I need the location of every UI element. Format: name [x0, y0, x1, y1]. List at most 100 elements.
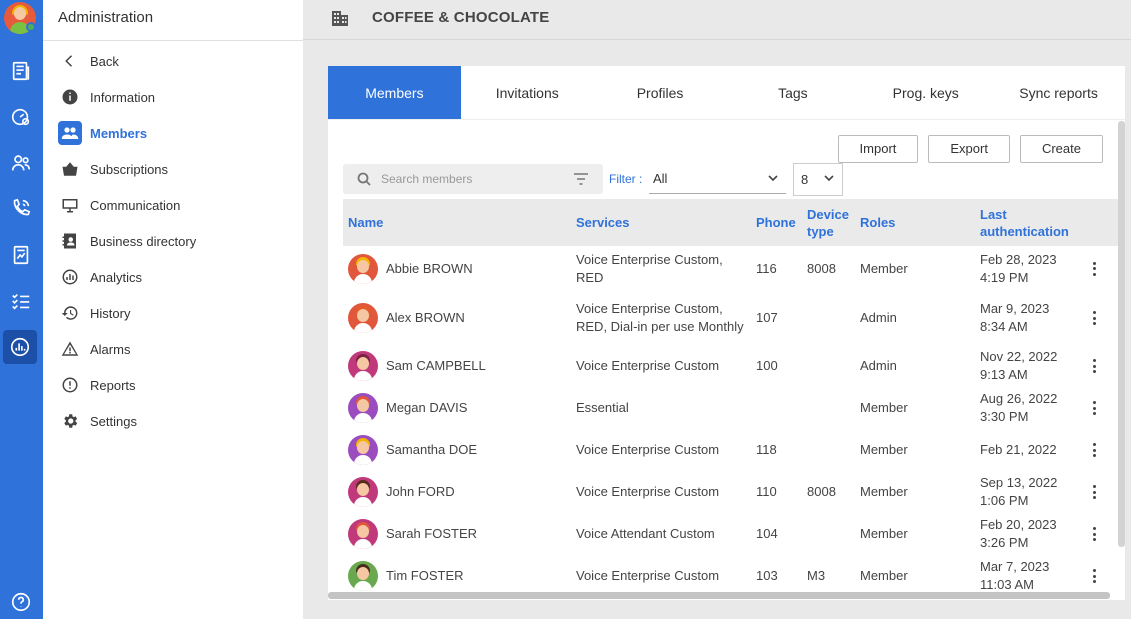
more-options-icon[interactable] — [1092, 527, 1096, 541]
tab-prog-keys[interactable]: Prog. keys — [892, 85, 959, 101]
auth-date: Feb 20, 2023 — [980, 517, 1057, 532]
sidebar-item-label: Business directory — [90, 233, 197, 249]
more-options-icon[interactable] — [1092, 569, 1096, 583]
col-name[interactable]: Name — [348, 215, 384, 230]
checklist-icon[interactable] — [6, 286, 36, 316]
member-avatar — [348, 519, 378, 549]
create-button[interactable]: Create — [1019, 135, 1103, 163]
more-options-icon[interactable] — [1092, 311, 1096, 325]
table-row[interactable]: Samantha DOE Voice Enterprise Custom 118… — [343, 429, 1125, 471]
member-avatar — [348, 561, 378, 591]
page-size-value: 8 — [801, 172, 809, 187]
auth-date: Nov 22, 2022 — [980, 349, 1058, 364]
users-icon[interactable] — [6, 148, 36, 178]
member-phone: 116 — [756, 260, 777, 276]
members-table: Name Services Phone Device type Roles La… — [343, 199, 1125, 597]
member-role: Member — [860, 526, 908, 541]
history-icon — [59, 302, 81, 324]
search-icon — [357, 172, 371, 186]
sidebar-item-communication[interactable]: Communication — [43, 187, 303, 223]
sidebar-item-analytics[interactable]: Analytics — [43, 259, 303, 295]
table-row[interactable]: Sam CAMPBELL Voice Enterprise Custom 100… — [343, 345, 1125, 387]
tab-members[interactable]: Members — [328, 66, 461, 119]
sidebar-item-subscriptions[interactable]: Subscriptions — [43, 151, 303, 187]
col-roles[interactable]: Roles — [860, 215, 896, 230]
app-rail — [0, 0, 43, 619]
sidebar-item-history[interactable]: History — [43, 295, 303, 331]
table-row[interactable]: Sarah FOSTER Voice Attendant Custom 104 … — [343, 513, 1125, 555]
more-options-icon[interactable] — [1092, 261, 1096, 276]
member-last-auth: Mar 7, 2023 11:03 AM — [975, 555, 1087, 597]
member-phone: 118 — [756, 442, 777, 457]
col-device-type[interactable]: Device type — [807, 206, 849, 239]
table-row[interactable]: Alex BROWN Voice Enterprise Custom, RED,… — [343, 291, 1125, 345]
tab-sync-reports[interactable]: Sync reports — [1019, 85, 1098, 101]
auth-time: 9:13 AM — [980, 367, 1028, 382]
member-avatar — [348, 303, 378, 333]
page-size-select[interactable]: 8 — [793, 163, 843, 196]
col-last-auth[interactable]: Last authentication — [980, 206, 1069, 239]
member-avatar — [348, 351, 378, 381]
admin-analytics-icon[interactable] — [3, 330, 37, 364]
auth-date: Aug 26, 2022 — [980, 391, 1058, 406]
sidebar-item-members[interactable]: Members — [43, 115, 303, 151]
member-role: Admin — [860, 310, 897, 325]
phone-icon[interactable] — [6, 193, 36, 223]
member-device-type — [802, 291, 855, 345]
search-box — [343, 164, 603, 194]
sidebar-item-label: Analytics — [90, 269, 143, 285]
help-icon[interactable] — [6, 587, 36, 617]
basket-icon — [59, 158, 81, 180]
import-button[interactable]: Import — [837, 135, 919, 163]
more-options-icon[interactable] — [1092, 401, 1096, 415]
sidebar-item-label: Subscriptions — [90, 161, 169, 177]
member-services: Voice Enterprise Custom — [576, 358, 720, 373]
table-row[interactable]: Abbie BROWN Voice Enterprise Custom, RED… — [343, 246, 1125, 291]
member-role: Admin — [860, 358, 897, 373]
table-row[interactable]: John FORD Voice Enterprise Custom 110 80… — [343, 471, 1125, 513]
member-name: Samantha DOE — [386, 442, 478, 457]
horizontal-scrollbar[interactable] — [328, 592, 1110, 599]
col-phone[interactable]: Phone — [756, 215, 796, 230]
tab-tags[interactable]: Tags — [778, 85, 808, 101]
member-services: Voice Enterprise Custom, RED, Dial-in pe… — [576, 301, 744, 334]
auth-time: 3:26 PM — [980, 535, 1029, 550]
more-options-icon[interactable] — [1092, 359, 1096, 373]
more-options-icon[interactable] — [1092, 485, 1096, 499]
auth-time: 11:03 AM — [980, 577, 1034, 592]
member-last-auth: Feb 21, 2022 — [975, 429, 1087, 471]
member-device-type: 8008 — [807, 260, 836, 276]
sidebar-item-business-directory[interactable]: Business directory — [43, 223, 303, 259]
member-services: Voice Enterprise Custom — [576, 442, 720, 457]
member-name: Alex BROWN — [386, 310, 465, 325]
news-icon[interactable] — [6, 56, 36, 86]
filter-select[interactable]: All — [649, 164, 786, 194]
dashboard-icon[interactable] — [6, 102, 36, 132]
member-last-auth: Feb 20, 2023 3:26 PM — [975, 513, 1087, 555]
member-role: Member — [860, 442, 908, 457]
building-icon — [332, 11, 348, 26]
member-last-auth: Feb 28, 2023 4:19 PM — [975, 246, 1087, 291]
export-button[interactable]: Export — [928, 135, 1010, 163]
vertical-scrollbar[interactable] — [1118, 121, 1125, 547]
table-row[interactable]: Megan DAVIS Essential Member Aug 26, 202… — [343, 387, 1125, 429]
sidebar-item-back[interactable]: Back — [43, 43, 303, 79]
col-services[interactable]: Services — [576, 215, 630, 230]
document-icon[interactable] — [6, 240, 36, 270]
tab-invitations[interactable]: Invitations — [495, 85, 559, 101]
sidebar-item-information[interactable]: Information — [43, 79, 303, 115]
sidebar-item-alarms[interactable]: Alarms — [43, 331, 303, 367]
table-header: Name Services Phone Device type Roles La… — [343, 199, 1125, 246]
more-options-icon[interactable] — [1092, 443, 1096, 457]
sidebar-item-reports[interactable]: Reports — [43, 367, 303, 403]
sidebar-item-settings[interactable]: Settings — [43, 403, 303, 439]
sidebar-item-label: Members — [90, 125, 148, 141]
table-row[interactable]: Tim FOSTER Voice Enterprise Custom 103 M… — [343, 555, 1125, 597]
tab-profiles[interactable]: Profiles — [636, 85, 684, 101]
sidebar-item-label: Settings — [90, 413, 137, 429]
user-avatar[interactable] — [4, 2, 36, 34]
member-avatar — [348, 435, 378, 465]
member-name: Megan DAVIS — [386, 400, 468, 415]
filter-icon[interactable] — [573, 172, 589, 186]
search-input[interactable] — [381, 170, 561, 188]
